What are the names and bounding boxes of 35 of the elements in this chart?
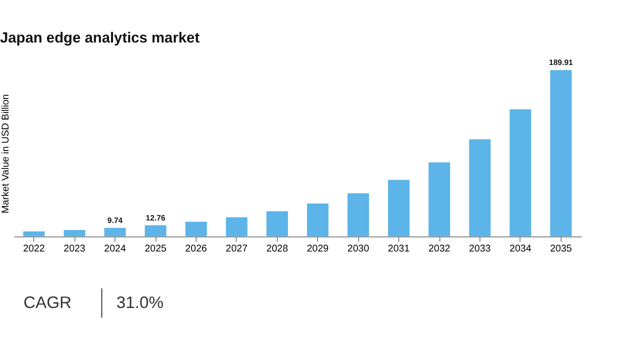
x-tick-label: 2032 xyxy=(428,244,450,255)
x-tick-label: 2023 xyxy=(64,244,86,255)
x-tick-label: 2026 xyxy=(185,244,207,255)
bar xyxy=(185,222,207,236)
bar xyxy=(388,180,410,236)
x-tick-label: 2028 xyxy=(266,244,288,255)
bar xyxy=(23,231,45,236)
bar xyxy=(266,211,288,236)
text: 31.0% xyxy=(116,292,164,312)
x-tick-label: 2030 xyxy=(347,244,370,255)
bar xyxy=(347,193,370,236)
x-tick-label: 2024 xyxy=(104,244,126,255)
x-tick-label: 2022 xyxy=(23,244,45,255)
x-tick-label: 2034 xyxy=(510,244,532,255)
bar xyxy=(550,70,572,236)
data-label: 9.74 xyxy=(107,216,124,226)
y-axis-title: Market Value in USD Billion xyxy=(0,94,12,214)
bar xyxy=(104,228,126,236)
x-tick-label: 2025 xyxy=(144,244,167,255)
bar xyxy=(64,230,86,236)
bar xyxy=(226,217,248,236)
bar xyxy=(306,203,328,236)
data-label: 12.76 xyxy=(146,213,166,222)
bar xyxy=(144,225,166,236)
x-tick-label: 2029 xyxy=(306,244,329,255)
x-tick-label: 2031 xyxy=(388,244,410,255)
chart-title: Japan edge analytics market xyxy=(0,30,200,47)
bar xyxy=(428,162,450,236)
x-tick-label: 2027 xyxy=(226,244,248,255)
bar xyxy=(510,109,532,236)
data-label: 189.91 xyxy=(548,58,574,68)
text: CAGR xyxy=(23,292,72,312)
bar xyxy=(469,139,491,236)
x-tick-label: 2033 xyxy=(469,244,491,255)
x-tick-label: 2035 xyxy=(550,244,572,255)
